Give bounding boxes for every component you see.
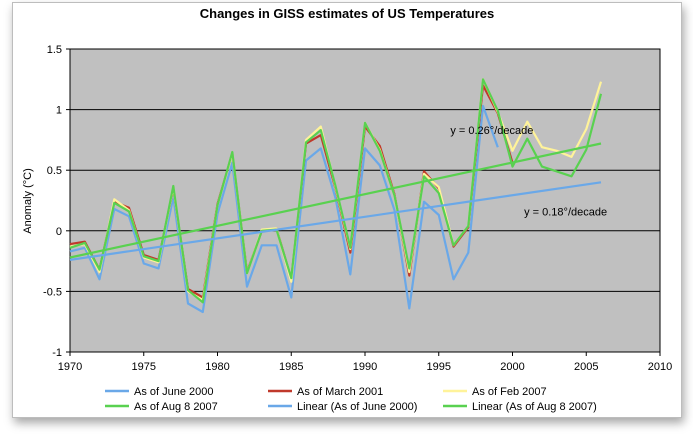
x-tick-label: 1970 bbox=[58, 361, 82, 373]
x-tick-label: 1975 bbox=[132, 361, 156, 373]
y-tick-label: 1.5 bbox=[47, 44, 62, 56]
legend-entry: Linear (As of June 2000) bbox=[268, 401, 417, 413]
legend-entry: As of June 2000 bbox=[105, 386, 214, 398]
chart-title: Changes in GISS estimates of US Temperat… bbox=[200, 6, 495, 21]
legend-entry: As of Feb 2007 bbox=[443, 386, 547, 398]
plot-area bbox=[69, 48, 661, 353]
chart-frame: Changes in GISS estimates of US Temperat… bbox=[12, 2, 682, 418]
series-line-as-of-aug-8-2007 bbox=[69, 78, 603, 304]
legend-label: As of Feb 2007 bbox=[472, 386, 547, 398]
x-tick-label: 1995 bbox=[427, 361, 451, 373]
x-tick-label: 2000 bbox=[500, 361, 524, 373]
y-axis-label: Anomaly (°C) bbox=[22, 168, 34, 234]
trend-annotation: y = 0.18°/decade bbox=[524, 206, 607, 218]
gridlines bbox=[70, 109, 660, 292]
legend-label: Linear (As of June 2000) bbox=[297, 401, 417, 413]
y-tick-label: 0.5 bbox=[47, 165, 62, 177]
y-axis: -1 -0.5 0 0.5 1 1.5 bbox=[43, 44, 70, 359]
y-tick-label: -1 bbox=[52, 347, 62, 359]
x-tick-label: 1980 bbox=[205, 361, 229, 373]
legend-label: Linear (As of Aug 8 2007) bbox=[472, 401, 597, 413]
trend-annotation: y = 0.26°/decade bbox=[450, 125, 533, 137]
series-line-linear-as-of-aug-8-2007 bbox=[69, 142, 602, 259]
annotations: y = 0.26°/decade y = 0.18°/decade bbox=[450, 125, 607, 218]
legend-label: As of March 2001 bbox=[297, 386, 383, 398]
legend-label: As of Aug 8 2007 bbox=[134, 401, 218, 413]
x-axis: 1970 1975 1980 1985 1990 1995 2000 2005 2010 bbox=[58, 352, 672, 373]
x-tick-label: 2010 bbox=[648, 361, 672, 373]
y-tick-label: -0.5 bbox=[43, 286, 62, 298]
series-line-linear-as-of-june-2000 bbox=[69, 181, 602, 261]
chart: Changes in GISS estimates of US Temperat… bbox=[22, 6, 672, 413]
x-tick-label: 1985 bbox=[279, 361, 303, 373]
legend: As of June 2000 As of March 2001 As of Feb… bbox=[105, 386, 597, 413]
y-tick-label: 1 bbox=[56, 105, 62, 117]
y-tick-label: 0 bbox=[56, 226, 62, 238]
legend-entry: As of Aug 8 2007 bbox=[105, 401, 218, 413]
x-tick-label: 2005 bbox=[574, 361, 598, 373]
series-line-as-of-june-2000 bbox=[69, 104, 499, 314]
x-tick-label: 1990 bbox=[353, 361, 377, 373]
legend-entry: Linear (As of Aug 8 2007) bbox=[443, 401, 597, 413]
legend-label: As of June 2000 bbox=[134, 386, 214, 398]
series-group bbox=[69, 78, 603, 314]
legend-entry: As of March 2001 bbox=[268, 386, 383, 398]
